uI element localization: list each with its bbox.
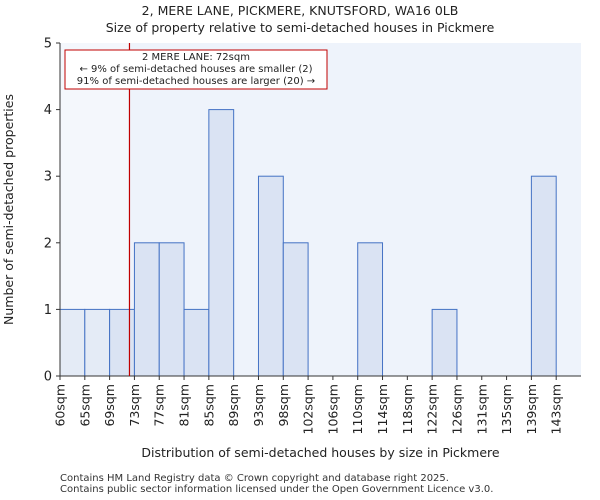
x-tick-label: 65sqm <box>77 384 92 427</box>
y-tick-label: 3 <box>44 170 52 185</box>
annotation-line: ← 9% of semi-detached houses are smaller… <box>79 64 312 75</box>
x-tick-label: 69sqm <box>102 384 117 427</box>
x-axis-title: Distribution of semi-detached houses by … <box>141 445 500 460</box>
y-tick-label: 1 <box>44 303 52 318</box>
annotation-line: 91% of semi-detached houses are larger (… <box>77 76 315 87</box>
x-tick-label: 110sqm <box>350 384 365 434</box>
x-tick-label: 131sqm <box>474 384 489 434</box>
x-tick-label: 106sqm <box>325 384 340 434</box>
x-tick-label: 102sqm <box>301 384 316 434</box>
x-tick-label: 77sqm <box>152 384 167 427</box>
x-tick-label: 81sqm <box>177 384 192 427</box>
bar <box>282 242 309 377</box>
annotation-box <box>64 49 328 90</box>
x-tick-label: 73sqm <box>127 384 142 427</box>
y-axis-title: Number of semi-detached properties <box>1 94 16 325</box>
bar <box>84 308 111 377</box>
x-tick-label: 143sqm <box>549 384 564 434</box>
annotation-line: 2 MERE LANE: 72sqm <box>142 52 250 63</box>
y-tick-label: 5 <box>44 37 52 52</box>
x-tick-label: 85sqm <box>201 384 216 427</box>
bar <box>183 308 210 377</box>
footer-licence: Contains public sector information licen… <box>60 484 494 495</box>
bar <box>208 109 235 377</box>
x-tick-label: 126sqm <box>449 384 464 434</box>
x-tick-label: 135sqm <box>499 384 514 434</box>
bar <box>257 175 284 377</box>
x-tick-label: 114sqm <box>375 384 390 434</box>
bar <box>59 308 86 377</box>
bar <box>158 242 185 377</box>
x-tick-label: 118sqm <box>400 384 415 434</box>
x-tick-label: 122sqm <box>425 384 440 434</box>
x-tick-label: 60sqm <box>53 384 68 427</box>
x-tick-label: 139sqm <box>524 384 539 434</box>
x-tick-label: 93sqm <box>251 384 266 427</box>
bar-chart: 0 1 2 3 4 5 60sqm 65sqm 69sqm 73sqm 77sqm 81sqm 85sq… <box>1 37 581 460</box>
y-tick-label: 2 <box>44 236 52 251</box>
footer-copyright: Contains HM Land Registry data © Crown c… <box>60 473 449 484</box>
y-tick-label: 0 <box>44 370 52 385</box>
x-tick-label: 89sqm <box>226 384 241 427</box>
chart-subtitle: Size of property relative to semi-detach… <box>105 20 495 35</box>
chart-title: 2, MERE LANE, PICKMERE, KNUTSFORD, WA16 … <box>141 3 459 18</box>
bar <box>357 242 384 377</box>
bar <box>133 242 160 377</box>
bar <box>530 175 557 377</box>
bar <box>431 308 458 377</box>
x-tick-label: 98sqm <box>276 384 291 427</box>
bar <box>109 308 135 377</box>
y-tick-label: 4 <box>44 103 52 118</box>
